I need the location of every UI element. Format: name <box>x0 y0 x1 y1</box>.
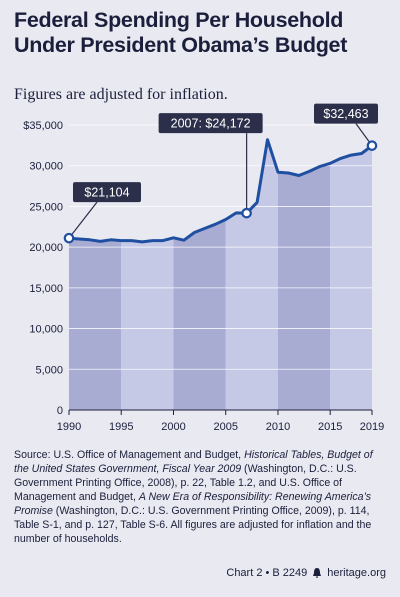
x-tick-label: 2015 <box>318 421 342 433</box>
annotation-leader <box>68 201 98 239</box>
y-tick-label: 30,000 <box>29 161 63 173</box>
annotation-label: $21,104 <box>84 186 129 200</box>
annotation-marker <box>63 232 75 244</box>
series-line <box>67 138 374 244</box>
y-tick-label: $35,000 <box>23 120 63 132</box>
annotation-marker <box>241 207 252 219</box>
period-band <box>330 139 372 410</box>
chart-title: Federal Spending Per Household Under Pre… <box>14 8 348 57</box>
y-tick-label: 0 <box>57 405 63 417</box>
y-tick-label: 25,000 <box>29 201 63 213</box>
source-label: Source: <box>14 449 51 461</box>
y-tick-label: 15,000 <box>29 283 63 295</box>
y-tick-label: 5,000 <box>35 364 63 376</box>
period-band <box>173 139 226 410</box>
annotation-marker <box>366 140 378 151</box>
chart-id: Chart 2 • B 2249 <box>226 567 308 579</box>
band-group <box>69 139 372 410</box>
period-band <box>277 139 331 410</box>
liberty-bell-icon <box>313 568 322 578</box>
footer: Chart 2 • B 2249 heritage.org <box>226 567 386 579</box>
annotation-box <box>73 182 141 203</box>
x-tick-label: 1990 <box>57 421 81 433</box>
source-note: Source: U.S. Office of Management and Bu… <box>14 448 388 546</box>
period-band <box>121 139 174 410</box>
y-tick-label: 20,000 <box>29 242 63 254</box>
source-text-2: (Washington, D.C.: U.S. Government Print… <box>14 463 357 503</box>
source-text-3: (Washington, D.C.: U.S. Government Print… <box>14 505 372 545</box>
source-text-1: U.S. Office of Management and Budget, <box>50 449 245 461</box>
source-italic-2: A New Era of Responsibility: Renewing Am… <box>14 491 372 517</box>
x-tick-label: 2005 <box>213 421 237 433</box>
x-tick-label: 2019 <box>360 421 384 433</box>
annotation-box <box>158 113 263 134</box>
site-link[interactable]: heritage.org <box>327 567 386 579</box>
x-tick-label: 2010 <box>266 421 290 433</box>
chart-subtitle: Figures are adjusted for inflation. <box>14 86 228 103</box>
period-band <box>69 139 122 410</box>
annotation-label: $32,463 <box>323 107 368 121</box>
chart-area: $35,000 30,000 25,000 20,000 15,000 10,000 5,0… <box>23 103 384 433</box>
annotation-box <box>314 103 378 124</box>
annotation-label: 2007: $24,172 <box>171 117 251 131</box>
y-tick-label: 10,000 <box>29 324 63 336</box>
x-tick-label: 1995 <box>109 421 133 433</box>
x-tick-label: 2000 <box>161 421 185 433</box>
source-italic-1: Historical Tables, Budget of the United … <box>14 449 373 475</box>
